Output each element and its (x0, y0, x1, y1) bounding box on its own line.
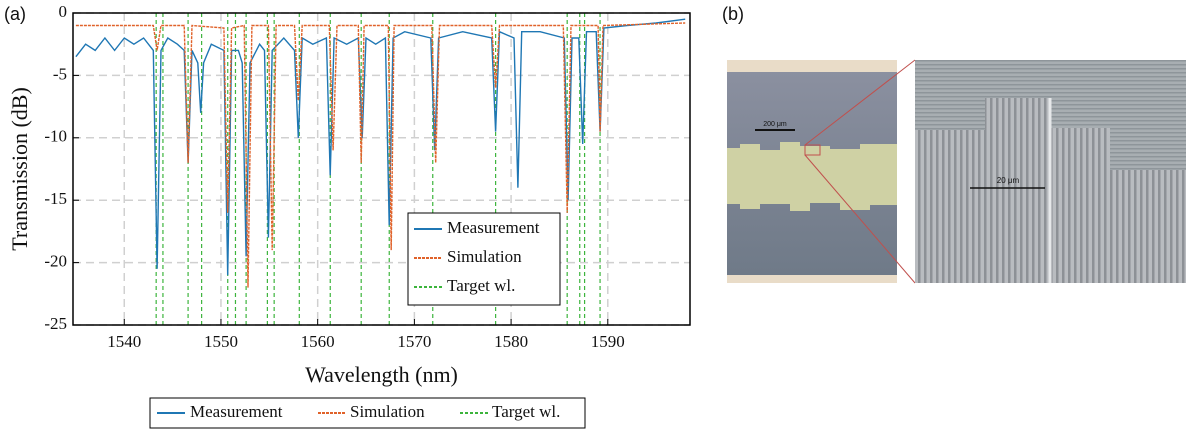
legend-label: Simulation (350, 402, 425, 421)
y-tick-label: -10 (44, 127, 67, 146)
zoom-line (804, 154, 916, 284)
x-tick-label: 1570 (397, 332, 431, 351)
zoom-line (804, 59, 916, 146)
y-tick-label: -5 (53, 64, 67, 83)
y-axis-title: Transmission (dB) (7, 87, 32, 251)
y-tick-label: 0 (59, 2, 68, 21)
y-tick-label: -15 (44, 189, 67, 208)
x-tick-label: 1560 (301, 332, 335, 351)
panel-label: (a) (4, 4, 26, 24)
series-line (75, 22, 686, 288)
plot-frame (72, 12, 691, 326)
x-tick-label: 1590 (591, 332, 625, 351)
x-axis-title: Wavelength (nm) (305, 362, 458, 387)
y-tick-label: -25 (44, 314, 67, 333)
x-tick-label: 1580 (494, 332, 528, 351)
y-tick-label: -20 (44, 252, 67, 271)
panel-label: (b) (722, 4, 744, 24)
micrograph-zoom: 20 μm (915, 60, 1186, 283)
scale-bar-label: 200 μm (763, 121, 787, 128)
legend-label: Simulation (447, 247, 522, 266)
legend-box (149, 397, 586, 429)
x-tick-label: 1550 (204, 332, 238, 351)
scale-bar-label: 20 μm (997, 176, 1020, 185)
micrograph-overview: 200 μm (727, 60, 897, 283)
legend-label: Target wl. (447, 276, 515, 295)
x-tick-label: 1540 (107, 332, 141, 351)
plot-area (73, 13, 690, 325)
plot: 0 -5 -10 -15 -20 -25 1540 1550 1560 1570 1580 1590 W… (7, 2, 691, 429)
legend-label: Measurement (447, 218, 540, 237)
legend-label: Target wl. (492, 402, 560, 421)
series-line (75, 18, 686, 276)
legend-label: Measurement (190, 402, 283, 421)
